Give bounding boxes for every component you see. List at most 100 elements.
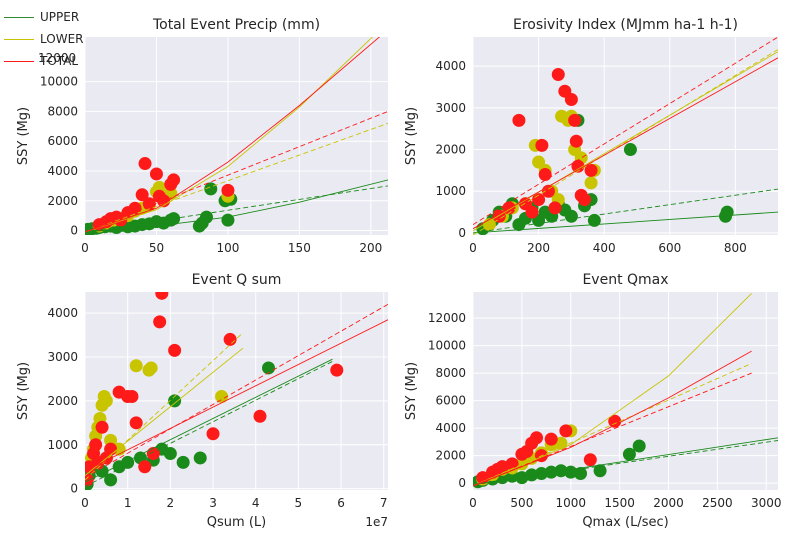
- y-tick-label: 8000: [435, 366, 466, 380]
- point-upper: [564, 209, 578, 223]
- point-total: [564, 93, 578, 107]
- point-upper: [720, 205, 734, 219]
- point-total: [551, 68, 565, 82]
- x-tick-label: 5: [295, 496, 303, 510]
- fit-line-upper-dashed: [473, 440, 778, 485]
- fit-line-total-dashed: [473, 37, 778, 225]
- fit-line-lower-dashed: [473, 49, 778, 235]
- y-tick-label: 2000: [47, 394, 78, 408]
- point-total: [104, 442, 118, 456]
- fit-line-upper-dashed: [85, 185, 388, 233]
- x-tick-label: 1500: [604, 496, 635, 510]
- point-total: [538, 168, 552, 182]
- point-upper: [587, 213, 601, 227]
- x-tick-label: 6: [337, 496, 345, 510]
- y-axis-label: SSY (Mg): [16, 107, 31, 165]
- point-upper: [163, 447, 177, 461]
- point-total: [89, 438, 103, 452]
- x-tick-label: 200: [359, 241, 382, 255]
- point-total: [155, 292, 169, 300]
- point-upper: [168, 394, 182, 408]
- fit-line-lower-dashed: [85, 332, 244, 481]
- points-layer: [476, 68, 734, 235]
- point-total: [125, 389, 139, 403]
- plot-area: [473, 37, 778, 235]
- y-tick-label: 0: [70, 224, 78, 238]
- point-total: [525, 205, 539, 219]
- point-upper: [574, 467, 588, 480]
- fit-line-upper-dashed: [85, 360, 333, 487]
- y-tick-label: 4000: [435, 421, 466, 435]
- x-axis-label: Qmax (L/sec): [582, 515, 668, 530]
- fit-line-lower-dashed: [473, 363, 752, 487]
- point-total: [330, 363, 344, 377]
- fits-layer: [473, 293, 778, 487]
- x-tick-label: 3000: [751, 496, 782, 510]
- fit-line-total-dashed: [85, 303, 388, 479]
- point-total: [206, 427, 220, 441]
- point-lower: [152, 180, 166, 194]
- point-total: [568, 113, 582, 127]
- legend-label-lower: LOWER: [40, 32, 84, 46]
- y-tick-label: 8000: [47, 104, 78, 118]
- chart-panel-1: 0 50 100 150 2000200040006000800010000Total …: [16, 17, 388, 255]
- fit-line-lower-solid: [85, 37, 374, 233]
- point-total: [253, 409, 267, 423]
- x-axis-multiplier: 1e7: [365, 515, 388, 529]
- point-total: [128, 201, 142, 215]
- x-tick-label: 0: [81, 241, 89, 255]
- legend-swatch-upper: [4, 16, 34, 18]
- x-tick-label: 600: [658, 241, 681, 255]
- chart-title: Erosivity Index (MJmm ha-1 h-1): [513, 17, 738, 33]
- point-total: [569, 134, 583, 148]
- legend-swatch-lower: [4, 38, 34, 40]
- point-total: [223, 332, 237, 346]
- chart-title: Event Q sum: [192, 272, 282, 288]
- fit-line-upper-dashed: [473, 188, 778, 234]
- point-total: [584, 163, 598, 177]
- point-upper: [593, 464, 607, 478]
- point-total: [544, 432, 558, 446]
- chart-panel-3: 0 1 2 3 4 5 6 7 0 1000 2000 3000 4000 Event Q sum SSY …: [16, 272, 388, 530]
- chart-panel-2: 0 200 400 600 800 0 1000 2000 3000 4000 Erosivity …: [404, 17, 778, 255]
- y-axis-label: SSY (Mg): [16, 362, 31, 420]
- point-upper: [623, 143, 637, 157]
- y-tick-label: 2000: [435, 143, 466, 157]
- point-total: [495, 460, 509, 474]
- x-tick-label: 0: [469, 241, 477, 255]
- fit-line-lower-solid: [473, 293, 752, 487]
- fit-line-lower-solid: [85, 347, 244, 476]
- y-tick-label: 2000: [435, 449, 466, 463]
- point-total: [129, 416, 143, 430]
- legend-item-lower: LOWER: [4, 28, 84, 50]
- point-total: [548, 201, 562, 215]
- point-total: [512, 113, 526, 127]
- y-tick-label: 3000: [435, 101, 466, 115]
- point-total: [578, 193, 592, 207]
- point-total: [85, 473, 94, 487]
- point-lower: [215, 389, 229, 403]
- point-total: [167, 173, 181, 187]
- points-layer: [85, 157, 238, 235]
- point-total: [583, 453, 597, 467]
- fits-layer: [85, 37, 388, 233]
- y-tick-label: 4000: [435, 59, 466, 73]
- fit-line-lower-dashed: [85, 122, 388, 233]
- point-upper: [193, 451, 207, 465]
- chart-title: Event Qmax: [582, 272, 668, 288]
- point-total: [530, 431, 544, 445]
- point-total: [559, 424, 573, 438]
- point-upper: [534, 467, 548, 480]
- point-total: [153, 315, 167, 329]
- point-lower: [554, 436, 568, 450]
- chart-panel-4: 0 500 1000 1500 2000 2500 3000 0 2000 4000 6000 800…: [404, 272, 782, 530]
- stray-tick-label: 12000: [38, 51, 77, 65]
- point-upper: [104, 473, 118, 487]
- y-tick-label: 1000: [47, 438, 78, 452]
- x-tick-label: 4: [252, 496, 260, 510]
- fit-line-total-solid: [85, 37, 381, 233]
- point-lower: [99, 394, 113, 408]
- point-total: [221, 183, 235, 197]
- y-tick-label: 0: [70, 482, 78, 496]
